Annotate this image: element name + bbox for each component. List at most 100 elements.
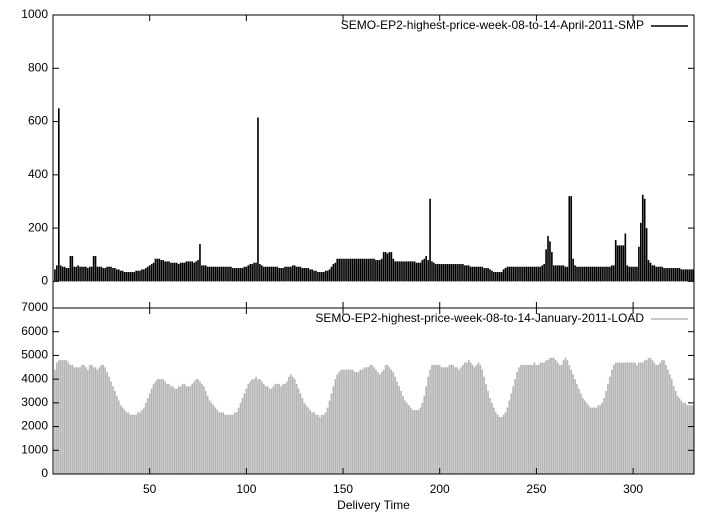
bar (500, 272, 503, 282)
bar (564, 266, 567, 282)
bar (531, 364, 534, 474)
bar (628, 362, 631, 474)
y-tick-label: 4000 (21, 371, 48, 385)
bar (649, 262, 652, 282)
bar (552, 265, 555, 282)
bar (384, 364, 387, 474)
bar (435, 264, 437, 282)
bar (369, 258, 371, 282)
bar (371, 258, 373, 282)
bar (228, 414, 230, 474)
bar (423, 395, 426, 474)
bar (237, 407, 240, 474)
bar (201, 265, 203, 282)
bar (326, 407, 329, 474)
bar (612, 265, 615, 282)
bar (591, 266, 594, 282)
bar (187, 386, 190, 474)
bar (603, 398, 605, 474)
bar (326, 270, 329, 282)
legend-label: SEMO-EP2-highest-price-week-08-to-14-Apr… (341, 18, 644, 32)
bar (162, 260, 165, 282)
x-tick-label: 250 (526, 482, 546, 496)
bar (384, 252, 387, 282)
bar (549, 357, 551, 474)
bar (241, 398, 244, 474)
bar (253, 379, 255, 474)
bar (454, 264, 457, 282)
bar (382, 252, 385, 282)
y-tick-label: 200 (28, 220, 48, 234)
bar (601, 402, 603, 474)
bar (686, 405, 689, 474)
bar (599, 405, 602, 474)
bar (514, 266, 516, 282)
bar (332, 264, 335, 282)
bar (301, 268, 304, 282)
bar (396, 381, 398, 474)
bar (537, 364, 540, 474)
bar (145, 402, 147, 474)
bar (375, 260, 377, 282)
bar (667, 369, 669, 474)
bar (115, 269, 118, 282)
bar (268, 388, 271, 474)
bar (537, 266, 540, 282)
bar (438, 264, 441, 282)
bar (609, 266, 611, 282)
bar (620, 362, 623, 474)
bar (154, 258, 157, 282)
bar (593, 266, 596, 282)
bar (479, 266, 482, 282)
bar (322, 272, 325, 282)
bar (123, 272, 126, 282)
bar (291, 265, 294, 282)
bar (83, 364, 85, 474)
bar (204, 265, 207, 282)
x-tick-label: 50 (143, 482, 157, 496)
bar (313, 412, 315, 474)
bar (402, 395, 404, 474)
bar (487, 391, 489, 474)
bar (245, 266, 248, 282)
bar (491, 270, 493, 282)
bar (465, 265, 468, 282)
bar (465, 362, 468, 474)
bar (301, 398, 304, 474)
bar (551, 252, 553, 282)
bar (597, 266, 600, 282)
bar (181, 262, 184, 282)
bar (359, 258, 362, 282)
bar (545, 249, 547, 282)
bar (589, 407, 592, 474)
bar (166, 261, 168, 282)
bar (174, 262, 176, 282)
bar (125, 412, 128, 474)
bar (365, 367, 368, 474)
bar (158, 258, 161, 282)
bar (183, 383, 186, 474)
bar (311, 269, 313, 282)
bar (340, 369, 342, 474)
bar (500, 417, 503, 474)
bar (527, 266, 530, 282)
bar (88, 266, 91, 282)
bar (477, 362, 480, 474)
bar (444, 367, 447, 474)
bar (245, 388, 248, 474)
bar (450, 264, 453, 282)
bar (692, 269, 694, 282)
bar (386, 253, 389, 282)
bar (351, 369, 354, 474)
bar (268, 266, 271, 282)
bar (135, 270, 137, 282)
bar (299, 393, 302, 474)
bar (676, 268, 679, 282)
bar (483, 268, 486, 282)
bar (377, 372, 379, 474)
bar (493, 407, 495, 474)
bar (123, 409, 126, 474)
bar (216, 266, 219, 282)
bar (570, 369, 573, 474)
bar (404, 261, 406, 282)
